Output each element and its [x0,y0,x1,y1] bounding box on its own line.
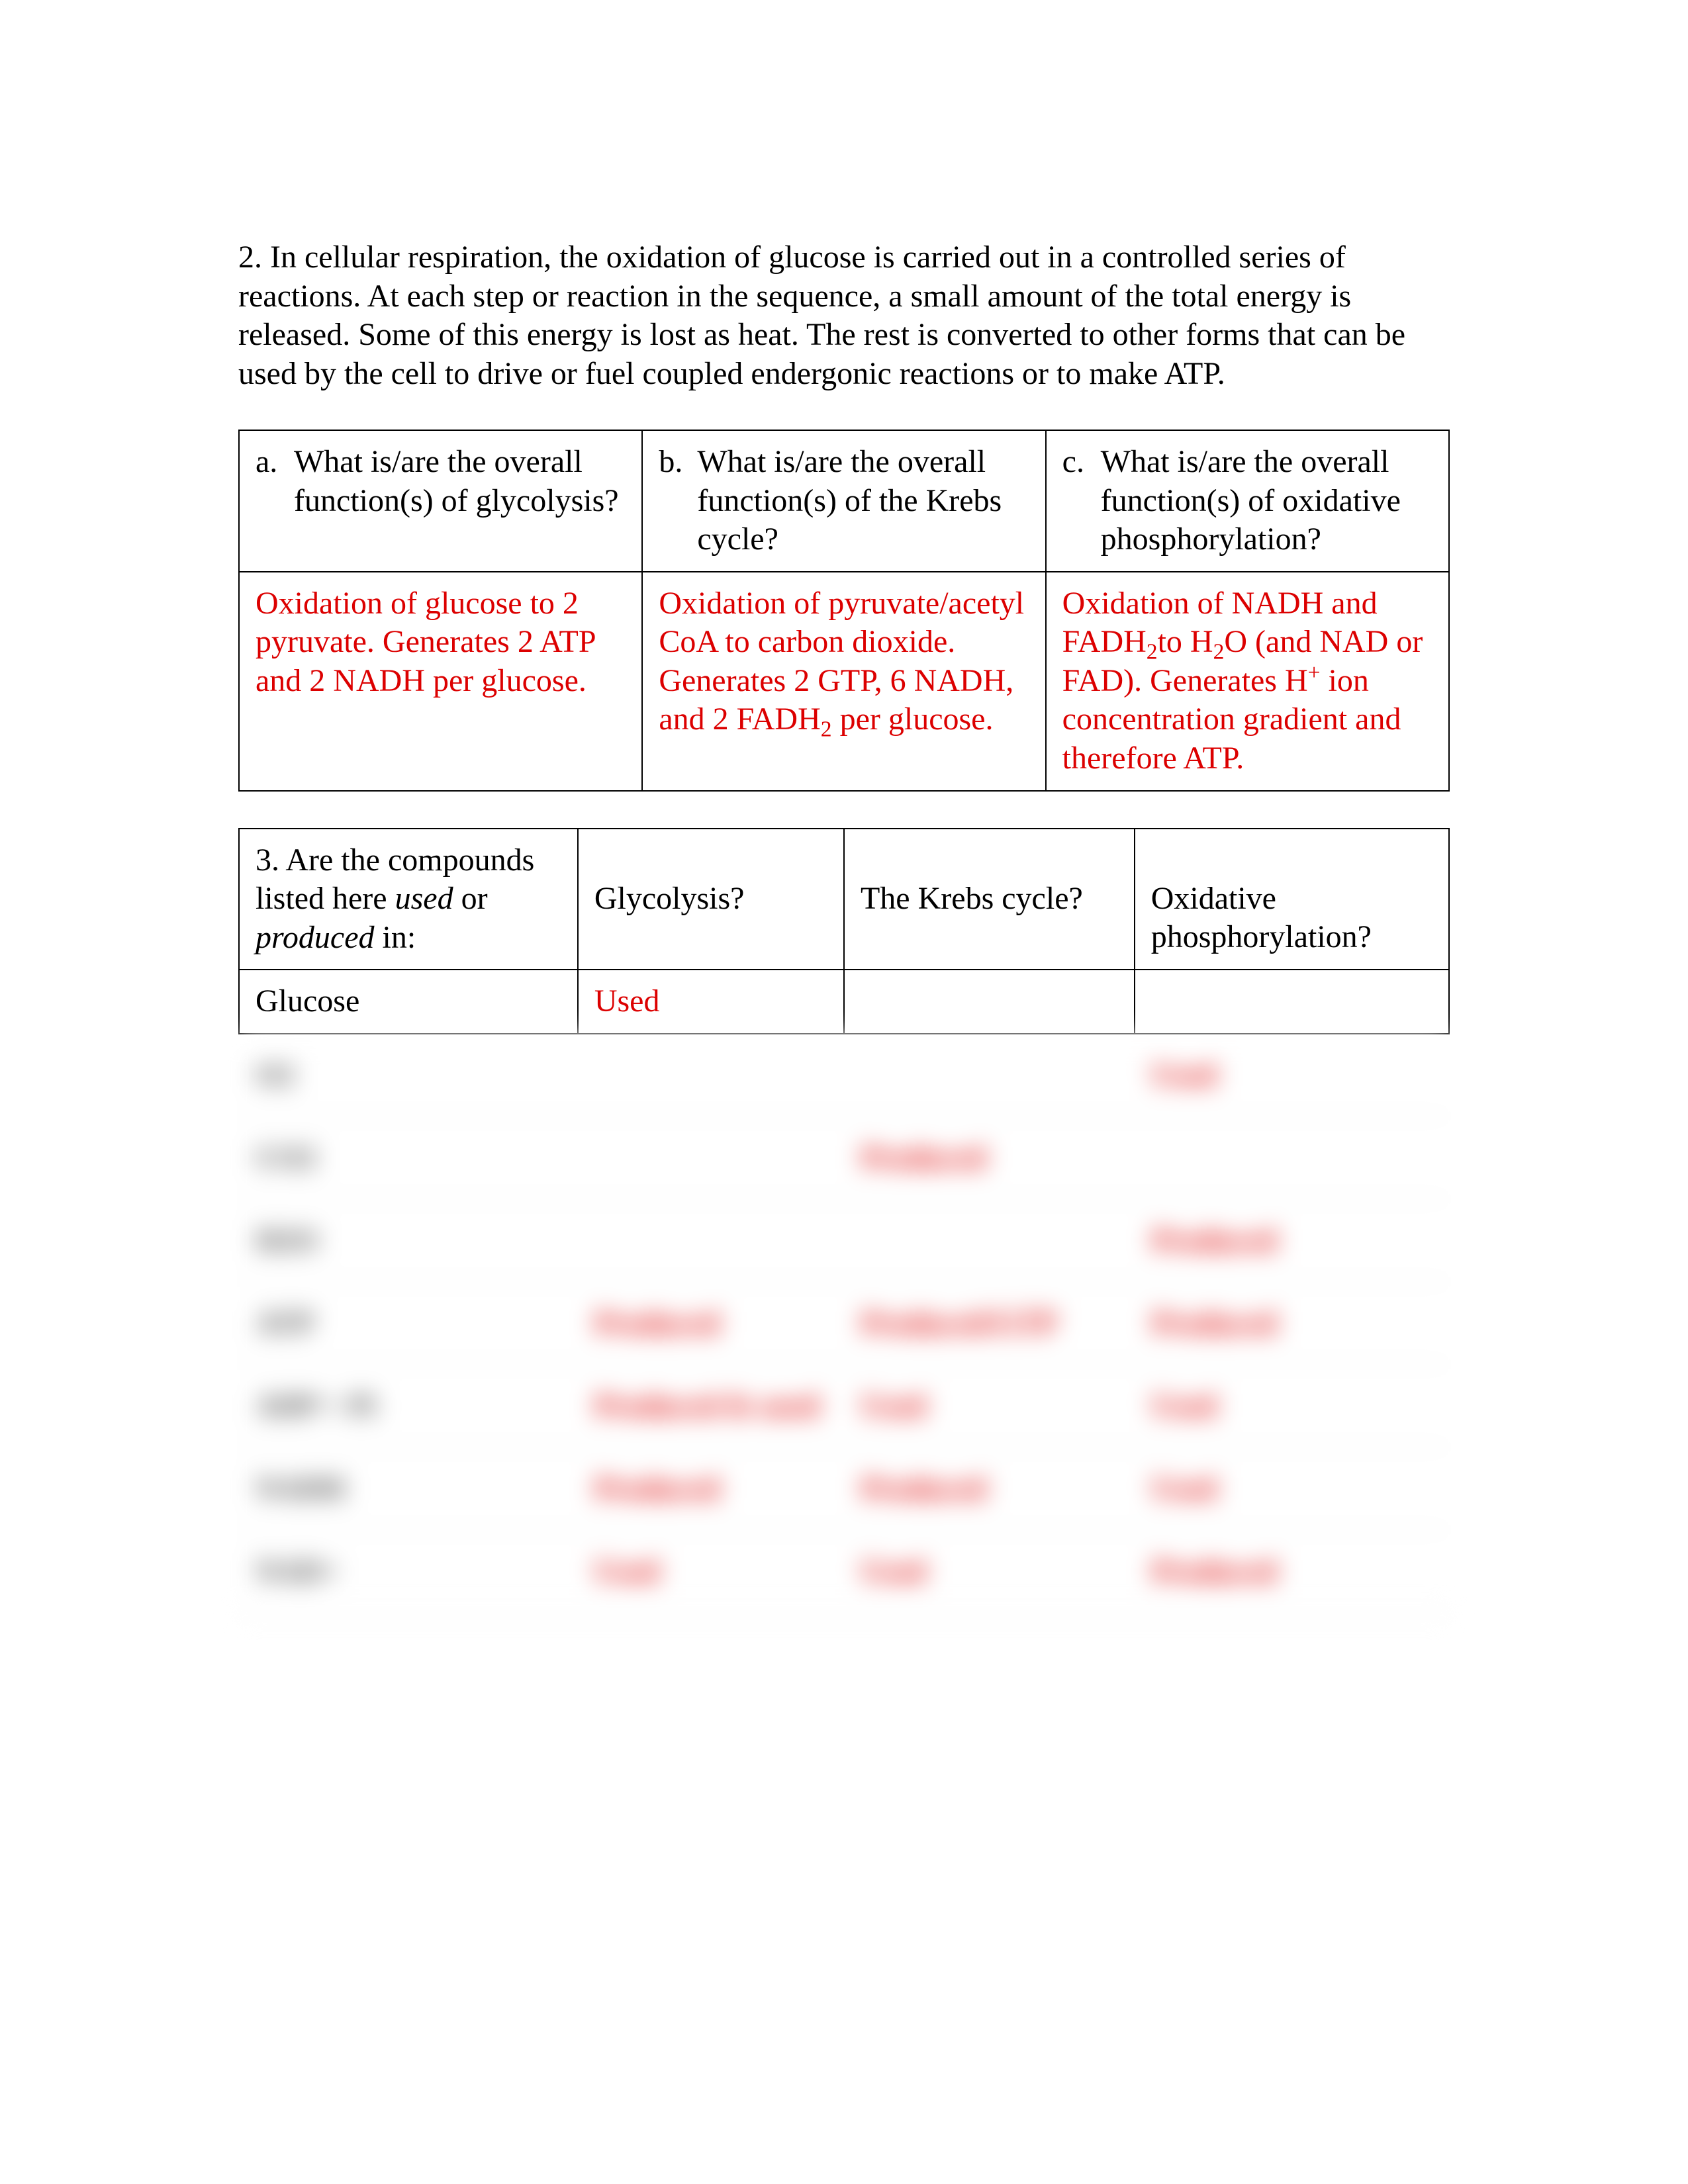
q3-prompt-cell: 3. Are the compounds listed here used or… [239,829,578,970]
q2b-ans-sub: 2 [821,717,832,742]
q2a-marker: a. [256,443,294,520]
blurred-row: ADP + PiProduced & usedUsedUsed [238,1365,1450,1448]
q3-col4-line2: phosphorylation? [1151,919,1372,954]
q2-answer-c: Oxidation of NADH and FADH2to H2O (and N… [1046,572,1449,791]
q2a-text: What is/are the overall function(s) of g… [294,443,626,520]
q3-glucose-krebs [844,970,1135,1034]
blurred-cell: Used [577,1553,844,1588]
q3-col-glycolysis: Glycolysis? [578,829,844,970]
blurred-cell: O2 [238,1057,577,1092]
q2-intro-text: In cellular respiration, the oxidation o… [238,240,1405,391]
q2c-text: What is/are the overall function(s) of o… [1101,443,1432,559]
q3-row-glucose: Glucose Used [239,970,1449,1034]
blurred-cell: Produced [844,1140,1135,1175]
q3-col-oxphos: Oxidative phosphorylation? [1135,829,1449,970]
q2-header-a: a. What is/are the overall function(s) o… [239,430,642,572]
q2c-ans-sub2: 2 [1213,640,1225,664]
q3-prompt-used: used [395,881,453,916]
blurred-cell: H2O [238,1222,577,1257]
q3-prompt-produced: produced [256,920,375,955]
q3-glucose-label: Glucose [239,970,578,1034]
document-page: 2. In cellular respiration, the oxidatio… [0,0,1688,2184]
q2c-ans-sub1: 2 [1147,640,1158,664]
q2b-ans-post: per glucose. [832,702,994,737]
question-2-table: a. What is/are the overall function(s) o… [238,430,1450,791]
q2-answer-row: Oxidation of glucose to 2 pyruvate. Gene… [239,572,1449,791]
q3-col2-text: Glycolysis? [594,841,827,919]
q3-prompt-mid: or [453,881,488,916]
blurred-cell: Used [1135,1057,1450,1092]
blurred-cell: Used [844,1553,1135,1588]
q2b-marker: b. [659,443,697,559]
blurred-row: CO2 Produced [238,1117,1450,1200]
blurred-row: NAD+UsedUsedProduced [238,1531,1450,1614]
q3-col4-line1: Oxidative [1151,881,1276,916]
blurred-cell: Produced [1135,1222,1450,1257]
q2-header-row: a. What is/are the overall function(s) o… [239,430,1449,572]
blurred-cell: Produced [844,1471,1135,1506]
question-3-table: 3. Are the compounds listed here used or… [238,828,1450,1034]
q2-header-c: c. What is/are the overall function(s) o… [1046,430,1449,572]
blurred-cell: NADH [238,1471,577,1506]
q2b-text: What is/are the overall function(s) of t… [697,443,1029,559]
q2c-ans-sup: + [1308,660,1321,685]
q2c-ans-mid1: to H [1158,624,1213,659]
blurred-cell: Produced [577,1471,844,1506]
blurred-cell: Produced [1135,1553,1450,1588]
blurred-row: O2 Used [238,1034,1450,1117]
blurred-preview-rows: O2UsedCO2ProducedH2OProducedATPProducedP… [238,1034,1450,1614]
q2c-marker: c. [1062,443,1101,559]
blurred-cell: Produced [1135,1305,1450,1340]
q3-glucose-glycolysis: Used [578,970,844,1034]
blurred-row: H2O Produced [238,1200,1450,1283]
q3-header-row: 3. Are the compounds listed here used or… [239,829,1449,970]
blurred-cell: ADP + Pi [238,1388,577,1423]
blurred-cell: NAD+ [238,1553,577,1588]
blurred-cell: Produced & used [577,1388,844,1423]
blurred-cell: Used [1135,1388,1450,1423]
q2-header-b: b. What is/are the overall function(s) o… [642,430,1045,572]
blurred-cell: Produced/GTP [844,1305,1135,1340]
q2-answer-b: Oxidation of pyruvate/acetyl CoA to carb… [642,572,1045,791]
blurred-cell: ATP [238,1305,577,1340]
q3-col3-text: The Krebs cycle? [861,841,1118,919]
blurred-cell: Used [844,1388,1135,1423]
q3-glucose-oxphos [1135,970,1449,1034]
table-gap [238,792,1450,828]
blurred-row: ATPProducedProduced/GTPProduced [238,1283,1450,1365]
q2-number: 2. [238,240,262,275]
blurred-cell: Produced [577,1305,844,1340]
blurred-row: NADHProducedProducedUsed [238,1448,1450,1531]
blurred-cell: CO2 [238,1140,577,1175]
question-2-intro: 2. In cellular respiration, the oxidatio… [238,238,1450,393]
q2-answer-a: Oxidation of glucose to 2 pyruvate. Gene… [239,572,642,791]
blurred-cell: Used [1135,1471,1450,1506]
q3-col-krebs: The Krebs cycle? [844,829,1135,970]
q3-prompt-post: in: [375,920,416,955]
